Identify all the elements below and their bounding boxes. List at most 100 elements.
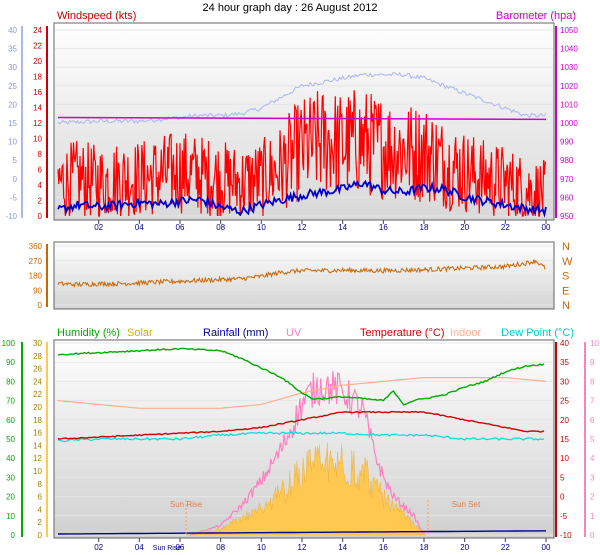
humidity-tick-3: 70 [6,397,15,406]
uv-tick-8: 2 [590,493,595,502]
humidity-tick-7: 30 [6,473,15,482]
humidity-tick-5: 50 [6,435,15,444]
temperature-x-tick-label-7: 16 [379,543,388,552]
sunset-label: Sun Set [452,500,481,509]
dew-point-label: Dew Point (°C) [501,327,574,339]
compass-label-2: S [562,271,569,283]
direction-panel-left-ticks: 360 270 180 90 0 [29,242,43,310]
temperature-x-tick-label-0: 02 [94,543,103,552]
wind-left-outer-tick-7: 5 [13,156,18,165]
wind-x-tick-label-11: 00 [542,223,551,232]
temperature-tick-6: 10 [560,454,569,463]
rainfall-label: Rainfall (mm) [203,327,268,339]
indoor-label: Indoor [450,327,482,339]
wind-left-inner-tick-3: 18 [33,73,42,82]
direction-left-tick-0: 360 [29,242,43,251]
wind-left-inner-tick-7: 10 [33,135,42,144]
temperature-x-tick-label-1: 04 [135,543,144,552]
wind-left-inner-tick-0: 24 [33,26,42,35]
direction-left-tick-3: 90 [33,286,42,295]
wind-x-tick-label-3: 08 [216,223,225,232]
windspeed-label: Windspeed (kts) [57,10,136,22]
barometer-line [57,116,547,121]
temperature-x-tick-label-4: 10 [257,543,266,552]
humidity-tick-10: 0 [11,531,16,540]
uv-tick-4: 6 [590,416,595,425]
temperature-x-tick-label-5: 12 [298,543,307,552]
wind-left-inner-tick-8: 8 [38,150,43,159]
temperature-x-tick-label-6: 14 [338,543,347,552]
solar-area [186,442,427,536]
wind-x-tick-label-9: 20 [460,223,469,232]
temperature-panel-series [57,347,547,536]
wind-direction-line [57,259,546,288]
solar-tick-0: 30 [33,339,42,348]
wind-panel-series [57,71,547,218]
uv-label: UV [286,327,302,339]
solar-tick-10: 10 [33,467,42,476]
wind-left-outer-tick-8: 0 [13,175,18,184]
compass-label-4: N [562,300,570,312]
wind-left-inner-tick-4: 16 [33,88,42,97]
solar-tick-9: 12 [33,454,42,463]
solar-tick-7: 16 [33,429,42,438]
wind-left-outer-tick-2: 30 [8,63,17,72]
baro-right-tick-4: 1010 [560,100,578,109]
uv-tick-6: 4 [590,454,595,463]
direction-panel-gridlines [55,245,553,306]
humidity-tick-6: 40 [6,454,15,463]
temperature-label: Temperature (°C) [360,327,444,339]
humidity-line [57,347,545,406]
wind-x-tick-label-5: 12 [298,223,307,232]
solar-tick-3: 24 [33,377,42,386]
wind-left-outer-tick-1: 35 [8,45,17,54]
wind-left-inner-tick-11: 2 [38,197,43,206]
sun-markers: Sun Rise Sun Set [170,500,481,535]
compass-label-0: N [562,241,570,253]
rainfall-line [57,530,547,535]
solar-tick-14: 2 [38,518,43,527]
wind-x-tick-label-7: 16 [379,223,388,232]
temperature-x-tick-label-11: 00 [542,543,551,552]
solar-tick-6: 18 [33,416,42,425]
uv-tick-1: 9 [590,358,595,367]
uv-tick-2: 8 [590,377,595,386]
wind-left-inner-tick-5: 14 [33,104,42,113]
direction-left-tick-4: 0 [38,301,43,310]
sunrise-x-tick-label: Sun Rise [153,545,182,552]
uv-tick-5: 5 [590,435,595,444]
baro-right-tick-3: 1020 [560,82,578,91]
uv-tick-7: 3 [590,473,595,482]
wind-x-tick-label-1: 04 [135,223,144,232]
solar-label: Solar [127,327,153,339]
wind-left-outer-tick-5: 15 [8,119,17,128]
wind-left-outer-tick-6: 10 [8,138,17,147]
humidity-tick-9: 10 [6,512,15,521]
humidity-tick-8: 20 [6,493,15,502]
temperature-line [57,410,545,440]
wind-x-tick-label-2: 06 [176,223,185,232]
wind-panel-right-ticks: 1050 1040 1030 1020 1010 1000 990 980 970 960 950 [560,26,578,221]
solar-tick-11: 8 [38,480,43,489]
temperature-tick-5: 15 [560,435,569,444]
wind-left-inner-tick-2: 20 [33,57,42,66]
sunrise-label: Sun Rise [170,500,203,509]
temperature-panel-x-ticks: 02 04 06 08 10 12 14 16 18 20 22 00 Sun Rise [94,538,551,552]
temperature-x-tick-label-10: 22 [501,543,510,552]
solar-tick-13: 4 [38,505,43,514]
wind-panel-left-outer-ticks: 40 35 30 25 20 15 10 5 0 -5 -10 [5,26,17,221]
wind-left-outer-tick-9: -5 [10,193,18,202]
wind-panel-x-ticks: 02 04 06 08 10 12 14 16 18 20 22 00 [94,220,551,232]
temperature-ticks: 40 35 30 25 20 15 10 5 0 -5 -10 [560,339,572,540]
uv-tick-3: 7 [590,397,595,406]
temperature-tick-2: 30 [560,377,569,386]
uv-tick-10: 0 [590,531,595,540]
solar-tick-15: 0 [38,531,43,540]
dew-point-line [57,431,545,443]
baro-right-tick-9: 960 [560,193,574,202]
wind-x-tick-label-8: 18 [420,223,429,232]
